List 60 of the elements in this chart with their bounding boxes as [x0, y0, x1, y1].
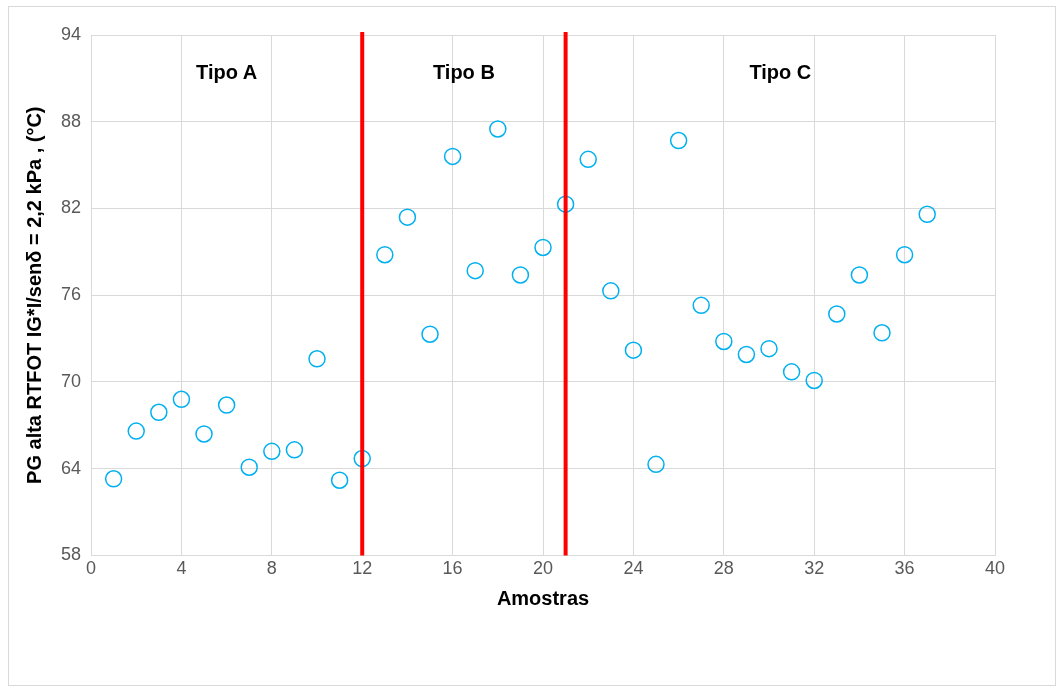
point — [602, 282, 620, 300]
point — [308, 350, 326, 368]
point — [556, 195, 575, 213]
point — [760, 339, 778, 358]
annotation: Tipo A — [196, 60, 258, 83]
x-axis-title: Amostras — [496, 586, 590, 609]
y-axis-title: PG alta RTFOT IG*I/senδ = 2,2 kPa , (°C) — [22, 106, 45, 484]
point — [624, 341, 643, 359]
point — [715, 332, 733, 351]
point — [737, 345, 756, 364]
x-tick-label: 24 — [623, 558, 644, 579]
x-tick-label: 28 — [713, 558, 734, 579]
point — [376, 245, 394, 264]
point — [918, 205, 936, 223]
point — [669, 131, 688, 150]
point — [805, 371, 823, 390]
point — [534, 238, 552, 257]
point — [466, 261, 484, 280]
point — [127, 422, 145, 440]
x-tick-label: 32 — [804, 558, 825, 579]
point — [489, 120, 507, 138]
annotation: Tipo C — [749, 60, 812, 83]
y-tick-label: 88 — [60, 110, 82, 131]
y-tick-label: 58 — [60, 544, 82, 565]
point — [579, 150, 597, 169]
y-tick-label: 94 — [60, 23, 82, 44]
x-tick-label: 40 — [984, 558, 1006, 579]
point — [263, 442, 281, 461]
point — [195, 425, 213, 443]
point — [443, 147, 462, 166]
point — [782, 363, 801, 381]
x-tick-label: 16 — [442, 558, 463, 579]
point — [172, 390, 191, 409]
point — [240, 458, 258, 476]
x-tick-label: 8 — [266, 558, 277, 579]
point — [873, 324, 891, 342]
point — [330, 471, 349, 489]
y-tick-label: 70 — [60, 370, 82, 391]
point — [104, 470, 123, 488]
point — [692, 296, 710, 315]
x-tick-label: 36 — [894, 558, 915, 579]
point — [647, 455, 665, 474]
point — [828, 305, 846, 323]
point — [895, 245, 914, 264]
point — [398, 208, 417, 226]
y-tick-label: 76 — [60, 284, 82, 305]
y-tick-label: 64 — [60, 457, 82, 478]
x-tick-label: 4 — [176, 558, 187, 579]
y-tick-label: 82 — [60, 197, 82, 218]
x-tick-label: 20 — [533, 558, 554, 579]
point — [511, 266, 530, 284]
point — [421, 325, 439, 343]
point — [850, 266, 869, 284]
annotation: Tipo B — [432, 60, 495, 83]
point — [353, 449, 371, 468]
x-tick-label: 12 — [352, 558, 373, 579]
point — [285, 441, 304, 459]
x-tick-label: 0 — [86, 558, 97, 579]
point — [217, 396, 236, 414]
point — [150, 403, 168, 422]
